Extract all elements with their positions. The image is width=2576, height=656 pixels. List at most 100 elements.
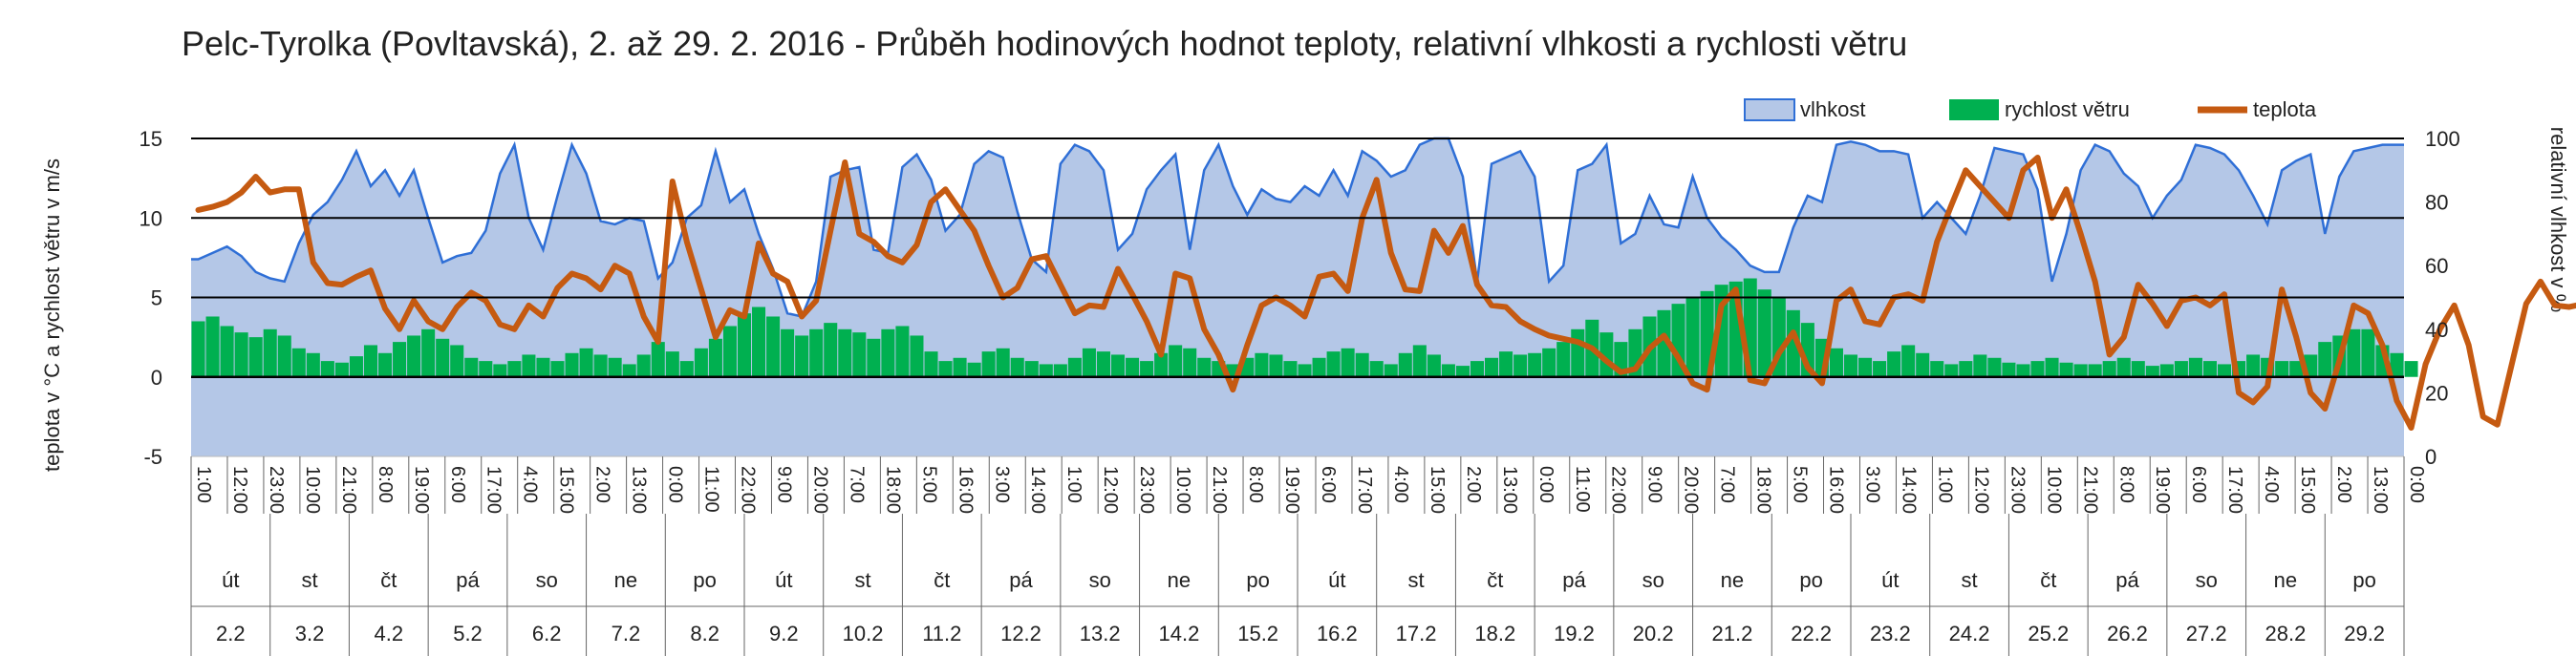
y-tick-left-label: 0: [151, 366, 162, 390]
date-label: 5.2: [453, 622, 483, 645]
x-tick-label: 0:00: [2406, 466, 2427, 503]
x-tick-group: 8:00: [1245, 466, 1266, 503]
wind-bar: [205, 316, 220, 377]
x-tick-label: 7:00: [846, 466, 867, 503]
wind-bar: [781, 328, 795, 377]
wind-bar: [1126, 357, 1140, 377]
x-tick-label: 19:00: [1281, 466, 1302, 514]
wind-bar: [953, 357, 967, 377]
wind-bar: [349, 356, 363, 377]
wind-bar: [2073, 364, 2088, 377]
wind-bar: [2002, 362, 2016, 377]
wind-bar: [1470, 361, 1485, 377]
wind-bar: [795, 335, 809, 377]
humidity-line: [191, 137, 2404, 318]
wind-bar: [1053, 364, 1067, 377]
x-tick-label: 15:00: [1427, 466, 1448, 514]
weekday-label: so: [1642, 568, 1664, 592]
x-tick-group: 3:00: [1861, 466, 1882, 503]
date-label: 2.2: [216, 622, 246, 645]
x-tick-label: 5:00: [1790, 466, 1811, 503]
x-tick-group: 0:00: [665, 466, 686, 503]
x-tick-label: 20:00: [809, 466, 830, 514]
x-tick-group: 4:00: [1390, 466, 1411, 503]
wind-bar: [1355, 352, 1369, 377]
x-tick-label: 23:00: [1136, 466, 1157, 514]
wind-bar: [636, 354, 651, 377]
x-tick-group: 15:00: [1427, 466, 1448, 514]
date-label: 25.2: [2028, 622, 2069, 645]
wind-bar: [1757, 289, 1771, 377]
x-tick-label: 13:00: [629, 466, 650, 514]
wind-bar: [2145, 366, 2159, 377]
wind-bar: [1298, 364, 1312, 377]
wind-bar: [291, 348, 306, 377]
x-tick-label: 7:00: [1717, 466, 1738, 503]
legend-swatch-vlhkost: [1744, 98, 1795, 121]
wind-bar: [1843, 354, 1858, 377]
wind-bar: [1528, 352, 1542, 377]
y-tick-left-label: -5: [143, 445, 162, 469]
wind-bar: [1829, 348, 1843, 377]
weekday-label: ne: [1168, 568, 1191, 592]
y-tick-left-label: 5: [151, 286, 162, 310]
chart-title: Pelc-Tyrolka (Povltavská), 2. až 29. 2. …: [182, 24, 1907, 63]
wind-bar: [1441, 364, 1455, 377]
wind-bar: [651, 342, 665, 377]
y-tick-left-label: 15: [140, 127, 162, 151]
x-tick-label: 6:00: [2188, 466, 2209, 503]
wind-bar: [1312, 357, 1326, 377]
wind-bar: [2246, 354, 2261, 377]
date-label: 26.2: [2107, 622, 2148, 645]
wind-bar: [1183, 348, 1197, 377]
wind-bar: [2088, 364, 2102, 377]
wind-bar: [2318, 342, 2332, 377]
wind-bar: [1944, 364, 1959, 377]
wind-bar: [234, 332, 248, 377]
weekday-label: pá: [1009, 568, 1033, 592]
x-tick-label: 15:00: [2297, 466, 2318, 514]
x-tick-label: 13:00: [1499, 466, 1520, 514]
x-tick-group: 2:00: [2333, 466, 2354, 503]
wind-bar: [1657, 309, 1671, 377]
wind-bar: [2116, 357, 2131, 377]
wind-bar: [1959, 361, 1973, 377]
weekday-label: út: [1881, 568, 1899, 592]
wind-bar: [694, 348, 708, 377]
x-tick-group: 3:00: [991, 466, 1012, 503]
date-label: 17.2: [1396, 622, 1437, 645]
x-tick-label: 8:00: [2115, 466, 2136, 503]
y-tick-right-label: 0: [2425, 445, 2436, 469]
date-label: 3.2: [295, 622, 325, 645]
date-label: 8.2: [690, 622, 719, 645]
date-label: 10.2: [843, 622, 884, 645]
weekday-label: po: [2352, 568, 2375, 592]
x-tick-label: 3:00: [1861, 466, 1882, 503]
wind-bar: [1197, 357, 1212, 377]
wind-bar: [378, 352, 393, 377]
wind-bar: [565, 352, 579, 377]
x-tick-group: 11:00: [701, 466, 722, 513]
wind-bar: [1916, 352, 1930, 377]
wind-bar: [924, 351, 938, 377]
wind-bar: [536, 357, 550, 377]
x-tick-group: 6:00: [2188, 466, 2209, 503]
date-label: 11.2: [922, 622, 961, 645]
wind-bar: [938, 361, 953, 377]
wind-bar: [1384, 364, 1398, 377]
x-tick-label: 10:00: [302, 466, 323, 514]
wind-bar: [1786, 309, 1800, 377]
x-tick-group: 2:00: [1463, 466, 1484, 503]
x-tick-group: 16:00: [1826, 466, 1847, 514]
wind-bar: [2045, 357, 2059, 377]
legend-label-vlhkost: vlhkost: [1800, 97, 1865, 121]
date-label: 27.2: [2186, 622, 2227, 645]
date-label: 20.2: [1633, 622, 1674, 645]
wind-bar: [2202, 361, 2217, 377]
weekday-label: čt: [380, 568, 397, 592]
wind-bar: [1485, 357, 1499, 377]
wind-bar: [1930, 361, 1944, 377]
x-tick-group: 22:00: [738, 466, 759, 514]
wind-bar: [1369, 361, 1384, 377]
wind-bar: [1973, 354, 1987, 377]
